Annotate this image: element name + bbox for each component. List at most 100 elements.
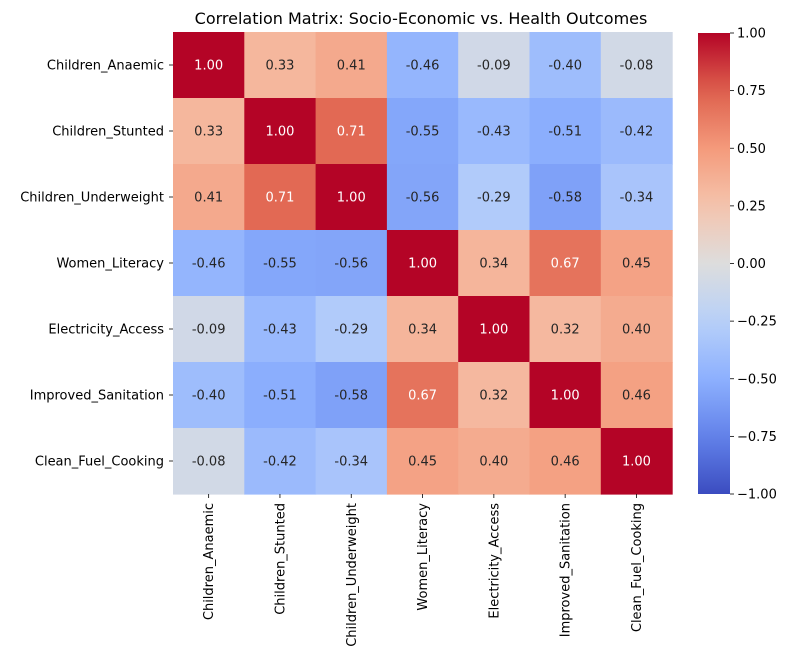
cell-value-label: 0.41	[194, 191, 223, 206]
x-tick-label: Electricity_Access	[487, 503, 502, 619]
heatmap-cell	[244, 32, 317, 99]
cell-value-label: -0.56	[334, 257, 368, 272]
heatmap-cell	[315, 428, 388, 495]
heatmap-cell	[173, 98, 245, 165]
heatmap-cell	[315, 164, 388, 231]
colorbar-tick-label: −0.25	[737, 315, 777, 330]
colorbar-gradient	[698, 33, 730, 494]
heatmap-cell	[600, 164, 673, 231]
x-tick-label: Women_Literacy	[416, 503, 431, 611]
cell-value-label: -0.08	[192, 455, 226, 470]
colorbar: 1.00 0.75 0.50 0.25 0.00 −0.25 −0.50 −0.75 −1.00	[698, 27, 777, 503]
cell-value-label: 1.00	[551, 389, 580, 404]
heatmap-cell	[600, 428, 673, 495]
cell-value-label: -0.34	[620, 191, 654, 206]
colorbar-tick-label: −0.50	[737, 372, 777, 387]
heatmap-cell	[315, 362, 388, 429]
y-tick-label: Children_Anaemic	[47, 59, 164, 74]
cell-value-label: -0.34	[334, 455, 368, 470]
cell-value-label: -0.29	[334, 323, 368, 338]
cell-value-label: -0.58	[548, 191, 582, 206]
cell-value-label: -0.56	[406, 191, 440, 206]
cell-value-label: 0.45	[408, 455, 437, 470]
cell-value-label: 0.41	[337, 59, 366, 74]
cell-value-label: 0.32	[551, 323, 580, 338]
heatmap-cell	[529, 98, 602, 165]
colorbar-tick-label: 0.75	[737, 84, 766, 99]
cell-value-label: 1.00	[194, 59, 223, 74]
heatmap-cell	[458, 32, 531, 99]
cell-value-label: 0.46	[551, 455, 580, 470]
heatmap-cell	[173, 428, 245, 495]
cell-value-label: 0.40	[622, 323, 651, 338]
column-labels: Children_Anaemic Children_Stunted Children…	[202, 494, 645, 647]
heatmap-cell	[244, 362, 317, 429]
heatmap-cell	[173, 32, 245, 99]
cell-value-label: -0.51	[263, 389, 297, 404]
heatmap-cell	[458, 296, 531, 363]
heatmap-cell	[173, 362, 245, 429]
cell-value-label: 0.67	[408, 389, 437, 404]
heatmap-cell	[386, 428, 459, 495]
cell-value-label: 0.46	[622, 389, 651, 404]
x-tick-label: Children_Stunted	[273, 503, 288, 615]
heatmap-cell	[173, 230, 245, 297]
x-tick-label: Children_Anaemic	[202, 503, 217, 620]
cell-value-label: -0.58	[334, 389, 368, 404]
heatmap-cell	[529, 296, 602, 363]
heatmap-cell	[529, 362, 602, 429]
cell-value-label: -0.43	[477, 125, 511, 140]
colorbar-tick-label: −1.00	[737, 488, 777, 503]
y-tick-label: Children_Stunted	[52, 125, 164, 140]
heatmap-cells: 1.00 0.33 0.41 -0.46 -0.09 -0.40 -0.08 0.33 1.00…	[173, 32, 673, 495]
cell-value-label: 1.00	[265, 125, 294, 140]
heatmap-cell	[458, 164, 531, 231]
heatmap-cell	[244, 230, 317, 297]
heatmap-cell	[173, 296, 245, 363]
colorbar-tick-label: 0.50	[737, 142, 766, 157]
cell-value-label: 0.67	[551, 257, 580, 272]
heatmap-cell	[386, 98, 459, 165]
cell-value-label: -0.29	[477, 191, 511, 206]
cell-value-label: -0.51	[548, 125, 582, 140]
cell-value-label: 0.40	[479, 455, 508, 470]
heatmap-cell	[529, 230, 602, 297]
cell-value-label: 0.34	[408, 323, 437, 338]
heatmap-cell	[315, 296, 388, 363]
heatmap-cell	[386, 296, 459, 363]
heatmap-cell	[600, 362, 673, 429]
heatmap-cell	[386, 164, 459, 231]
cell-value-label: 0.32	[479, 389, 508, 404]
cell-value-label: 0.71	[337, 125, 366, 140]
x-tick-label: Improved_Sanitation	[559, 503, 574, 637]
heatmap-cell	[529, 428, 602, 495]
y-tick-label: Electricity_Access	[48, 323, 164, 338]
heatmap-cell	[386, 362, 459, 429]
cell-value-label: -0.09	[192, 323, 226, 338]
cell-value-label: -0.46	[406, 59, 440, 74]
y-tick-label: Women_Literacy	[56, 257, 164, 272]
y-tick-label: Children_Underweight	[20, 191, 164, 206]
cell-value-label: -0.42	[263, 455, 297, 470]
heatmap-cell	[173, 164, 245, 231]
cell-value-label: -0.46	[192, 257, 226, 272]
cell-value-label: 0.34	[479, 257, 508, 272]
cell-value-label: 0.71	[265, 191, 294, 206]
cell-value-label: -0.08	[620, 59, 654, 74]
heatmap-cell	[315, 230, 388, 297]
heatmap-cell	[458, 428, 531, 495]
heatmap-cell	[244, 428, 317, 495]
heatmap-cell	[315, 32, 388, 99]
cell-value-label: -0.40	[548, 59, 582, 74]
colorbar-tick-label: 0.25	[737, 199, 766, 214]
cell-value-label: 1.00	[408, 257, 437, 272]
heatmap-cell	[600, 296, 673, 363]
heatmap-cell	[244, 296, 317, 363]
heatmap-cell	[458, 362, 531, 429]
heatmap-cell	[600, 98, 673, 165]
cell-value-label: -0.40	[192, 389, 226, 404]
heatmap-cell	[458, 230, 531, 297]
heatmap-cell	[600, 32, 673, 99]
cell-value-label: -0.43	[263, 323, 297, 338]
x-tick-label: Children_Underweight	[345, 503, 360, 647]
